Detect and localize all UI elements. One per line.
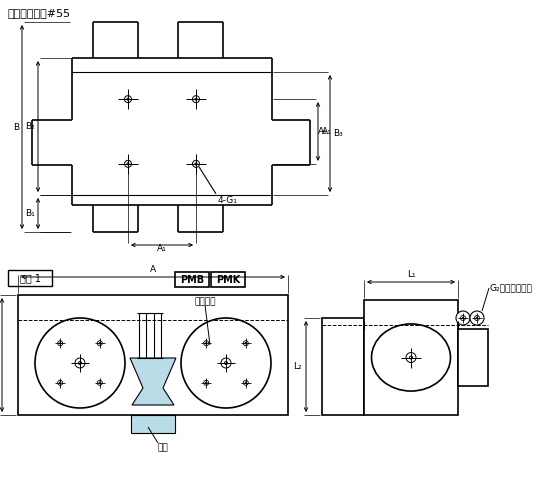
Ellipse shape [372,324,450,391]
Bar [8,270,52,286]
Circle shape [59,343,61,344]
Text: B₁: B₁ [25,209,35,218]
Circle shape [99,343,100,344]
Circle shape [127,98,129,100]
Text: L₁: L₁ [407,270,415,279]
Text: 形状 1: 形状 1 [19,273,40,283]
Bar [211,272,245,287]
Circle shape [58,341,63,346]
Circle shape [97,381,102,385]
Circle shape [58,381,63,385]
Bar [18,295,288,415]
Text: G₂（气压连接）: G₂（气压连接） [489,283,532,293]
Circle shape [192,96,199,103]
Polygon shape [130,358,176,405]
Circle shape [192,160,199,167]
Circle shape [470,311,484,325]
Circle shape [221,358,231,368]
Circle shape [204,381,208,385]
Circle shape [99,382,100,383]
Bar [131,415,175,433]
Circle shape [245,343,247,344]
Text: 导轨: 导轨 [158,443,168,452]
Bar [322,318,364,415]
Circle shape [127,163,129,165]
Text: PMK: PMK [216,275,240,284]
Circle shape [245,382,247,383]
Circle shape [195,98,197,100]
Bar [458,329,488,386]
Text: PMB: PMB [180,275,204,284]
Text: 4-G₁: 4-G₁ [218,196,238,205]
Text: B₂: B₂ [25,122,35,131]
Circle shape [476,317,478,319]
Circle shape [125,160,132,167]
Circle shape [406,352,416,363]
Circle shape [75,358,85,368]
Text: A: A [150,265,156,274]
Text: L₂: L₂ [293,362,302,371]
Text: A₁: A₁ [322,127,332,136]
Circle shape [475,315,480,320]
Circle shape [205,343,207,344]
Circle shape [125,96,132,103]
Bar [364,300,458,415]
Circle shape [462,317,464,319]
Circle shape [59,382,61,383]
Circle shape [35,318,125,408]
Circle shape [195,163,197,165]
Circle shape [78,362,82,364]
Circle shape [244,381,248,385]
Text: 辅助垫片: 辅助垫片 [194,297,216,306]
Bar [175,272,209,287]
Circle shape [225,362,227,364]
Circle shape [461,315,465,320]
Circle shape [409,356,413,359]
Text: A₁: A₁ [318,127,328,136]
Circle shape [244,341,248,346]
Circle shape [181,318,271,408]
Circle shape [204,341,208,346]
Circle shape [97,341,102,346]
Circle shape [456,311,470,325]
Circle shape [205,382,207,383]
Text: B: B [13,122,19,132]
Text: A₁: A₁ [157,244,167,253]
Text: 导轨公称尺寸#55: 导轨公称尺寸#55 [8,8,71,18]
Text: B₃: B₃ [333,129,343,138]
